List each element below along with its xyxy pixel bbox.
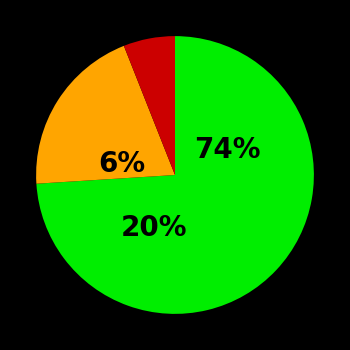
Text: 6%: 6%	[99, 150, 146, 178]
Text: 74%: 74%	[195, 136, 261, 164]
Wedge shape	[36, 46, 175, 184]
Wedge shape	[36, 36, 314, 314]
Text: 20%: 20%	[121, 214, 187, 242]
Wedge shape	[124, 36, 175, 175]
